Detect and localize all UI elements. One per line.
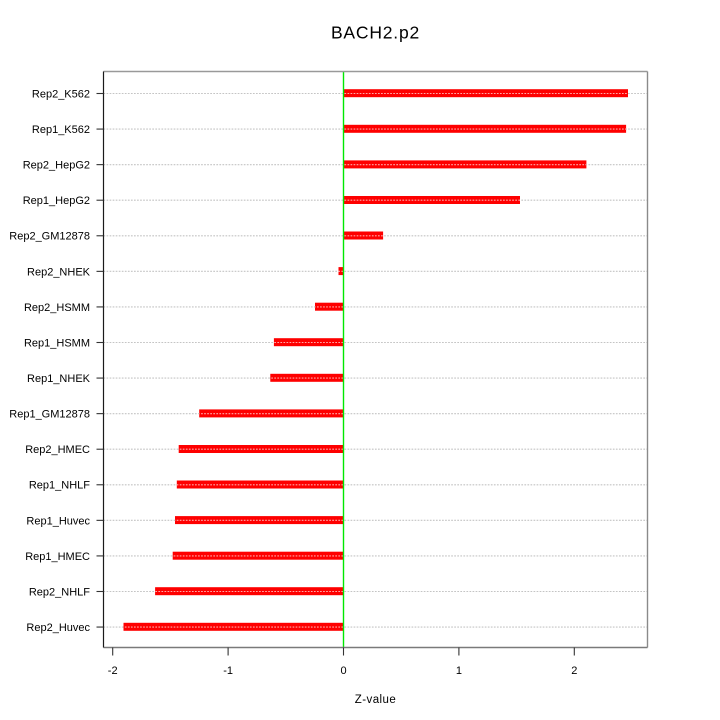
svg-text:Rep2_Huvec: Rep2_Huvec bbox=[26, 622, 90, 634]
svg-text:-2: -2 bbox=[108, 665, 118, 677]
svg-text:Rep1_NHEK: Rep1_NHEK bbox=[27, 373, 91, 385]
svg-text:Rep1_HSMM: Rep1_HSMM bbox=[24, 337, 90, 349]
svg-text:Rep1_K562: Rep1_K562 bbox=[32, 124, 90, 136]
svg-text:Rep1_NHLF: Rep1_NHLF bbox=[29, 480, 90, 492]
svg-text:Z-value: Z-value bbox=[355, 694, 397, 706]
svg-text:Rep2_HSMM: Rep2_HSMM bbox=[24, 302, 90, 314]
svg-text:Rep1_Huvec: Rep1_Huvec bbox=[26, 515, 90, 527]
svg-text:BACH2.p2: BACH2.p2 bbox=[331, 23, 420, 43]
svg-text:2: 2 bbox=[571, 665, 577, 677]
svg-text:Rep2_HepG2: Rep2_HepG2 bbox=[23, 160, 90, 172]
svg-text:Rep2_K562: Rep2_K562 bbox=[32, 88, 90, 100]
svg-text:-1: -1 bbox=[223, 665, 233, 677]
svg-text:Rep1_HMEC: Rep1_HMEC bbox=[25, 551, 90, 563]
svg-text:Rep2_NHLF: Rep2_NHLF bbox=[29, 586, 90, 598]
svg-text:Rep1_HepG2: Rep1_HepG2 bbox=[23, 195, 90, 207]
svg-text:Rep2_HMEC: Rep2_HMEC bbox=[25, 444, 90, 456]
svg-text:0: 0 bbox=[340, 665, 346, 677]
svg-text:Rep1_GM12878: Rep1_GM12878 bbox=[9, 409, 90, 421]
svg-text:Rep2_GM12878: Rep2_GM12878 bbox=[9, 231, 90, 243]
svg-text:1: 1 bbox=[456, 665, 462, 677]
svg-text:Rep2_NHEK: Rep2_NHEK bbox=[27, 266, 91, 278]
